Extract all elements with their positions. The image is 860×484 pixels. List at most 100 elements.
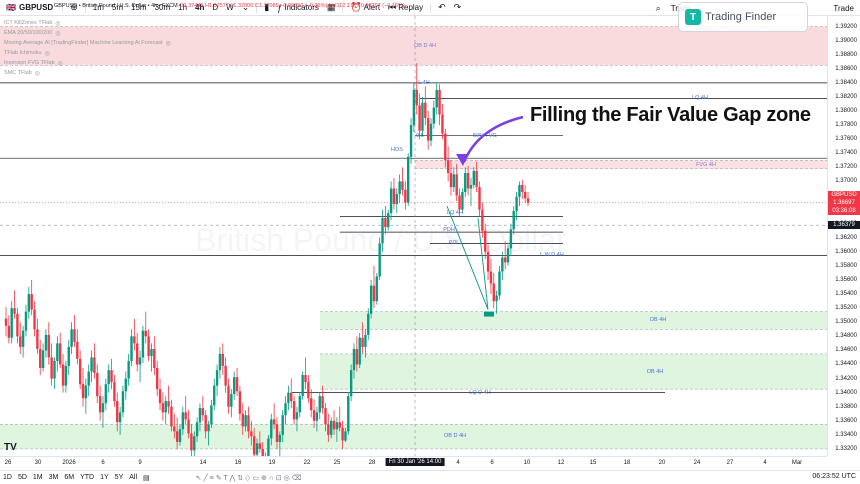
interval-dropdown[interactable]: ⌄ — [238, 2, 254, 13]
cursor-icon[interactable]: ↖ — [195, 474, 202, 482]
toolbar-divider — [84, 2, 86, 13]
candle-body — [432, 107, 436, 124]
eye-icon[interactable]: ◎ — [44, 50, 50, 57]
ruler-icon[interactable]: ▭ — [252, 474, 259, 482]
undo-button[interactable]: ↶ — [434, 2, 450, 13]
price-tick-label: 1.37800 — [835, 122, 857, 129]
range-1m[interactable]: 1M — [32, 474, 43, 481]
range-all[interactable]: All — [129, 474, 138, 481]
candle-body — [13, 308, 16, 314]
candle-type-button[interactable]: ▮ — [260, 2, 273, 13]
range-5y[interactable]: 5Y — [114, 474, 124, 481]
symbol-search[interactable]: 🇬🇧 GBPUSD — [0, 3, 59, 12]
range-5d[interactable]: 5D — [17, 474, 27, 481]
text-icon[interactable]: T — [223, 474, 228, 482]
eye-icon[interactable]: ◎ — [55, 20, 61, 27]
interval-15m[interactable]: 15m — [131, 3, 147, 12]
range-1y[interactable]: 1Y — [100, 474, 109, 481]
candle-body — [455, 174, 458, 196]
bar-countdown-tag: 03:36:08 — [828, 206, 860, 215]
candle-body — [267, 438, 270, 456]
price-tick-label: 1.38000 — [835, 108, 857, 115]
trash-icon[interactable]: ⌫ — [291, 474, 302, 482]
candle-body — [173, 426, 176, 432]
candle-body — [509, 229, 513, 249]
candle-body — [384, 218, 387, 228]
replay-button[interactable]: ⏮ Replay — [384, 2, 427, 13]
candle-body — [292, 401, 296, 420]
candle-body — [181, 412, 185, 430]
trend-line-icon[interactable]: ╱ — [203, 474, 208, 482]
time-axis[interactable]: 26 30 2026 6 9 14 16 19 22 25 28 4 6 10 12 15 18 20 24 27 4 M… — [0, 456, 827, 470]
indicator-name: EMA 20/50/100/200 — [4, 30, 53, 36]
indicator-row[interactable]: TFlab Ichimoku ◎ — [4, 48, 171, 58]
brush-icon[interactable]: ✎ — [215, 474, 222, 482]
chevron-down-icon: ⌄ — [241, 2, 250, 12]
indicators-button[interactable]: ƒ Indicators — [273, 3, 323, 13]
toolbar-divider — [430, 2, 432, 13]
eye-icon[interactable]: ◎ — [283, 474, 290, 482]
eye-icon[interactable]: ◎ — [165, 40, 171, 47]
candle-body — [221, 353, 224, 366]
price-tick-label: 1.34200 — [835, 375, 857, 382]
interval-1h[interactable]: 1h — [178, 3, 188, 12]
indicator-row[interactable]: Moving Average AI [TradingFinder] Machin… — [4, 38, 171, 48]
candle-body — [518, 184, 521, 197]
candle-body — [506, 248, 510, 263]
utc-clock[interactable]: 06:23:52 UTC — [812, 473, 856, 480]
interval-30m[interactable]: 30m — [154, 3, 171, 12]
alert-label: Alert — [363, 3, 381, 12]
range-ytd[interactable]: YTD — [80, 474, 95, 481]
interval-1m[interactable]: 1m — [92, 3, 104, 12]
eye-icon[interactable]: ◎ — [34, 70, 40, 77]
redo-button[interactable]: ↷ — [450, 2, 466, 13]
magnet-icon[interactable]: ∩ — [268, 474, 274, 482]
price-axis[interactable]: 1.39200 1.39000 1.38800 1.38600 1.38400 1.382… — [827, 16, 860, 456]
candle-body — [58, 343, 62, 365]
price-chart[interactable] — [0, 16, 827, 456]
trade-button-right[interactable]: Trade — [833, 3, 854, 13]
drawing-tools-bar: ↖ ╱ ≡ ✎ T ⋀ ⇅ ◇ ▭ ⊕ ∩ ⊡ ◎ ⌫ — [193, 474, 305, 482]
indicator-row[interactable]: SMC TFlab ◎ — [4, 68, 171, 78]
logo-text: Trading Finder — [705, 11, 777, 23]
indicator-row[interactable]: ICT KillZones TFlab ◎ — [4, 18, 171, 28]
indicator-name: Moving Average AI [TradingFinder] Machin… — [4, 40, 163, 46]
tradingview-logo-icon: TV — [4, 442, 17, 453]
candle-body — [98, 396, 102, 413]
candle-body — [190, 433, 193, 451]
interval-4h[interactable]: 4h — [195, 3, 205, 12]
range-3m[interactable]: 3M — [48, 474, 59, 481]
interval-5m[interactable]: 5m — [111, 3, 123, 12]
interval-d[interactable]: D — [212, 3, 219, 12]
candle-body — [195, 422, 199, 437]
candle-body — [230, 394, 233, 407]
lock-icon[interactable]: ⊡ — [275, 474, 282, 482]
indicator-row[interactable]: EMA 20/50/100/200 ◎ — [4, 28, 171, 38]
compare-button[interactable]: ⊕ — [66, 2, 82, 13]
templates-button[interactable]: ▦ — [323, 2, 340, 13]
shapes-icon[interactable]: ◇ — [245, 474, 251, 482]
indicator-list: ICT KillZones TFlab ◎ EMA 20/50/100/200 ◎ … — [4, 18, 171, 78]
alert-button[interactable]: ⏰ Alert — [346, 2, 384, 13]
pattern-icon[interactable]: ⋀ — [229, 474, 236, 482]
date-range-button[interactable]: ▤ — [140, 474, 153, 482]
fib-icon[interactable]: ≡ — [209, 474, 214, 482]
range-6m[interactable]: 6M — [64, 474, 75, 481]
candle-body — [461, 192, 464, 210]
candle-body — [164, 401, 167, 413]
interval-w[interactable]: W — [226, 3, 234, 12]
candle-body — [244, 415, 247, 427]
zoom-icon[interactable]: ⊕ — [260, 474, 267, 482]
candle-body — [327, 424, 330, 435]
eye-icon[interactable]: ◎ — [57, 60, 63, 67]
range-1d[interactable]: 1D — [3, 474, 12, 481]
candle-body — [409, 125, 413, 157]
eye-icon[interactable]: ◎ — [55, 30, 61, 37]
search-button[interactable]: ⌕ — [652, 3, 665, 14]
candle-body — [287, 392, 290, 404]
plus-icon: ⊕ — [70, 2, 78, 12]
forecast-icon[interactable]: ⇅ — [237, 474, 244, 482]
indicator-row[interactable]: Inversion FVG TFlab ◎ — [4, 58, 171, 68]
time-tick-label: 30 — [34, 460, 42, 466]
indicator-name: TFlab Ichimoku — [4, 50, 42, 56]
